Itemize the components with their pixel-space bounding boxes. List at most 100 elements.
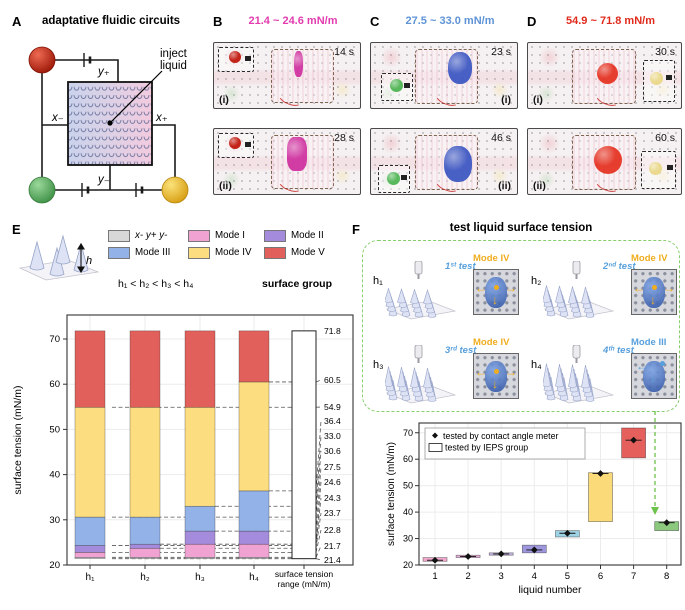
- subframe-label: (ii): [219, 180, 232, 192]
- range-column-label: surface tension: [275, 569, 334, 579]
- center-dot: [494, 285, 499, 290]
- x-category-label: h₄: [249, 572, 259, 583]
- cone-array-icon: [385, 345, 457, 404]
- flow-arrow-icon: ↓: [492, 377, 498, 391]
- x-axis-title: liquid number: [518, 584, 582, 596]
- legend-label: x- y+ y-: [135, 230, 168, 241]
- bar-segment-mode-v: [129, 330, 161, 408]
- timestamp: 28 s: [334, 132, 354, 144]
- panel-d-letter: D: [527, 14, 537, 29]
- contact-angle-point-liquid-6: [597, 470, 604, 477]
- panel-e-letter: E: [12, 222, 21, 237]
- contact-angle-point-liquid-4: [530, 546, 538, 554]
- mode-result-label: Mode III: [631, 337, 667, 348]
- panel-b-letter: B: [213, 14, 223, 29]
- surface-height-label: h₄: [531, 359, 542, 371]
- connector-mark: [401, 175, 408, 181]
- legend-item-mode-iii: Mode III: [108, 244, 184, 261]
- legend-item-mode-iv: Mode IV: [188, 244, 260, 261]
- legend-item-x-y-y-: x- y+ y-: [108, 227, 184, 244]
- y-axis-title: surface tension (mN/m): [386, 442, 397, 546]
- center-dot: [660, 361, 665, 366]
- legend-label: Mode II: [291, 230, 324, 241]
- reservoir-inset: [641, 151, 677, 190]
- bar-segment-mode-i: [74, 552, 106, 558]
- y-tick-label: 40: [49, 470, 60, 481]
- reservoir-inset: [642, 59, 675, 102]
- legend-swatch: [264, 229, 286, 242]
- bar-segment-mode-v: [238, 330, 270, 383]
- x-tick-label: 6: [598, 571, 603, 582]
- y-tick-label: 70: [49, 334, 60, 345]
- flow-arrow-icon: ↓: [492, 293, 498, 307]
- test-order-label: 3ʳᵈ test: [445, 345, 477, 356]
- range-value-label: 24.6: [324, 477, 341, 487]
- y-tick-label: 70: [403, 428, 413, 438]
- timelapse-photo-c-1: 23 s (i): [370, 42, 518, 109]
- range-value-label: 27.5: [324, 462, 341, 472]
- range-value-label: 22.8: [324, 525, 341, 535]
- legend-box-icon: [428, 443, 443, 452]
- mode-result-label: Mode IV: [473, 253, 510, 264]
- surface-height-label: h₃: [373, 359, 384, 371]
- height-relation: h₁ < h₂ < h₃ < h₄: [118, 278, 194, 290]
- test-order-label: 1ˢᵗ test: [445, 261, 476, 272]
- flow-arrow-icon: ←: [633, 281, 645, 295]
- chart-legend: tested by contact angle meter tested by I…: [424, 427, 586, 460]
- flow-arrow-icon: →: [505, 365, 517, 379]
- range-value-label: 21.7: [324, 541, 341, 551]
- reservoir-droplet: [228, 137, 241, 150]
- legend-item-mode-v: Mode V: [264, 244, 336, 261]
- subframe-label: (i): [533, 94, 543, 106]
- dispenser-icon: [572, 261, 581, 279]
- range-column-label: range (mN/m): [277, 579, 330, 589]
- mode-result-label: Mode IV: [473, 337, 510, 348]
- green-arrowhead-icon: [651, 507, 659, 515]
- legend-label: Mode III: [135, 247, 171, 258]
- contact-angle-point-liquid-2: [464, 553, 472, 560]
- test-item-4: h₄ 4ᵗʰ test Mode III ← ↓: [529, 329, 681, 409]
- x-tick-label: 8: [664, 571, 669, 582]
- flow-arrow-icon: →: [663, 281, 675, 295]
- electrode-label-y-plus: y₊: [97, 66, 110, 78]
- bar-segment-mode-v: [74, 330, 106, 408]
- mode-photo-thumb: ← ↓: [631, 353, 677, 399]
- subframe-label: (ii): [533, 180, 546, 192]
- liquid-blob: [596, 62, 618, 84]
- bar-segment-mode-iv: [74, 406, 106, 518]
- fluidic-circuit-diagram: inject liquid y₊ y₋ x₋ x₊: [28, 46, 189, 204]
- y-tick-label: 50: [403, 481, 413, 491]
- legend-label: Mode I: [215, 230, 245, 241]
- inject-pointer-line: [109, 70, 163, 124]
- bar-segment-mode-ii: [129, 543, 161, 549]
- electrode-label-x-plus: x₊: [155, 112, 168, 124]
- flow-arrow-icon: →: [505, 281, 517, 295]
- x-category-label: h₁: [86, 572, 96, 583]
- range-value-label: 24.3: [324, 493, 341, 503]
- reservoir-droplet: [649, 162, 663, 176]
- bar-segment-mode-ii: [184, 530, 216, 545]
- mode-surface-tension-chart: 71.8 60.5 54.9 36.4 33.0 30.6 27.5 24.6 24.3 23.7…: [12, 314, 354, 589]
- range-value-label: 30.6: [324, 446, 341, 456]
- panel-f-title: test liquid surface tension: [449, 222, 593, 234]
- mode-photo-thumb: ← → ↓: [473, 353, 519, 399]
- y-tick-label: 60: [49, 379, 60, 390]
- bar-segment-mode-iii: [184, 505, 216, 532]
- timestamp: 14 s: [334, 46, 354, 58]
- reservoir-droplet: [650, 72, 664, 86]
- battery-symbols: [81, 53, 144, 197]
- range-value-label: 71.8: [324, 326, 341, 336]
- range-value-label: 33.0: [324, 431, 341, 441]
- range-value-label: 23.7: [324, 508, 341, 518]
- test-item-1: h₁ 1ˢᵗ test Mode IV ← → ↓: [371, 245, 523, 325]
- range-value-label: 36.4: [324, 416, 341, 426]
- y-tick-label: 50: [49, 424, 60, 435]
- reservoir-inset: [218, 132, 255, 158]
- cone-array-icon: [543, 261, 615, 320]
- y-tick-label: 30: [49, 515, 60, 526]
- contact-angle-point-liquid-8: [663, 519, 671, 527]
- surface-tension-range-label: 54.9 ~ 71.8 mN/m: [566, 15, 655, 27]
- timelapse-photo-b-2: 28 s (ii): [213, 128, 361, 195]
- contact-angle-point-liquid-7: [630, 436, 637, 444]
- flow-arrow-icon: ←: [475, 281, 487, 295]
